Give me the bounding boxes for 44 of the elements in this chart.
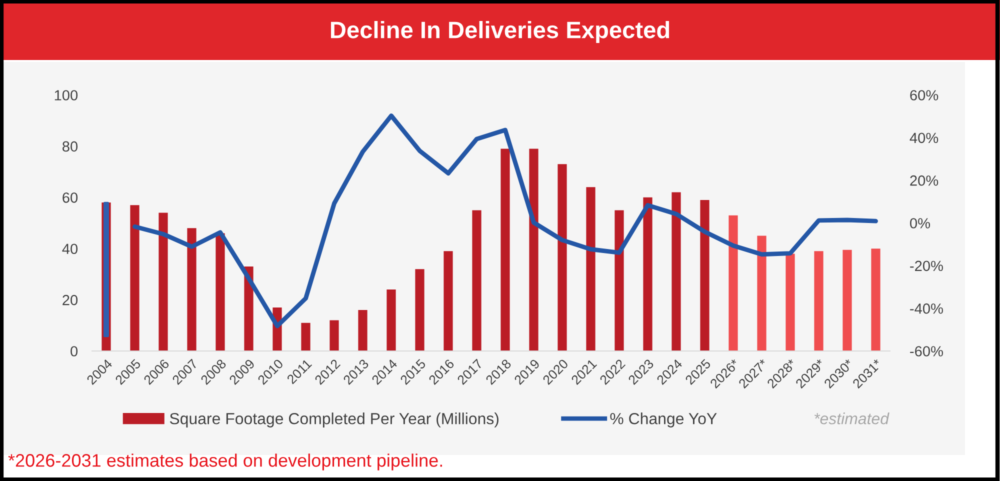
- chart-title: Decline In Deliveries Expected: [330, 20, 670, 44]
- bar: [158, 212, 168, 351]
- bar: [330, 320, 339, 351]
- y2-tick-label: -40%: [910, 303, 943, 314]
- bar: [187, 228, 196, 351]
- bar: [814, 251, 824, 351]
- line-series: [132, 113, 878, 328]
- bar: [643, 197, 652, 351]
- text: *estimated: [814, 412, 890, 424]
- bar: [301, 322, 310, 351]
- bar: [842, 250, 852, 351]
- y-tick-label: 40: [62, 244, 78, 254]
- y2-tick-label: -60%: [910, 346, 943, 356]
- legend-label: Square Footage Completed Per Year (Millions): [170, 412, 498, 428]
- bar: [558, 164, 567, 351]
- legend-label: % Change YoY: [610, 412, 717, 428]
- bar: [500, 148, 510, 351]
- bar: [472, 210, 482, 351]
- bar: [216, 233, 225, 351]
- bar: [757, 236, 766, 351]
- bar: [614, 210, 624, 351]
- y-tick-label: 60: [62, 192, 78, 203]
- bar: [415, 269, 424, 351]
- bar: [672, 192, 681, 351]
- y2-tick-label: 40%: [910, 132, 938, 144]
- y-tick-label: 80: [62, 141, 78, 152]
- bar: [786, 254, 795, 351]
- bar: [444, 251, 453, 351]
- bar: [529, 148, 538, 351]
- bar: [358, 310, 368, 351]
- y-tick-label: 0: [70, 346, 78, 356]
- y2-tick-label: -20%: [910, 260, 943, 272]
- y2-tick-label: 60%: [910, 90, 938, 100]
- y2-tick-label: 0%: [910, 218, 930, 228]
- bar: [130, 205, 140, 351]
- y2-tick-label: 20%: [910, 175, 938, 186]
- bar: [728, 215, 738, 351]
- text: *2026-2031 estimates based on development pipeline.: [8, 454, 442, 470]
- y-tick-label: 100: [54, 90, 78, 100]
- y-tick-label: 20: [62, 294, 78, 306]
- bar: [700, 200, 710, 351]
- bar: [586, 187, 596, 351]
- bar: [871, 248, 880, 351]
- bar: [386, 290, 396, 351]
